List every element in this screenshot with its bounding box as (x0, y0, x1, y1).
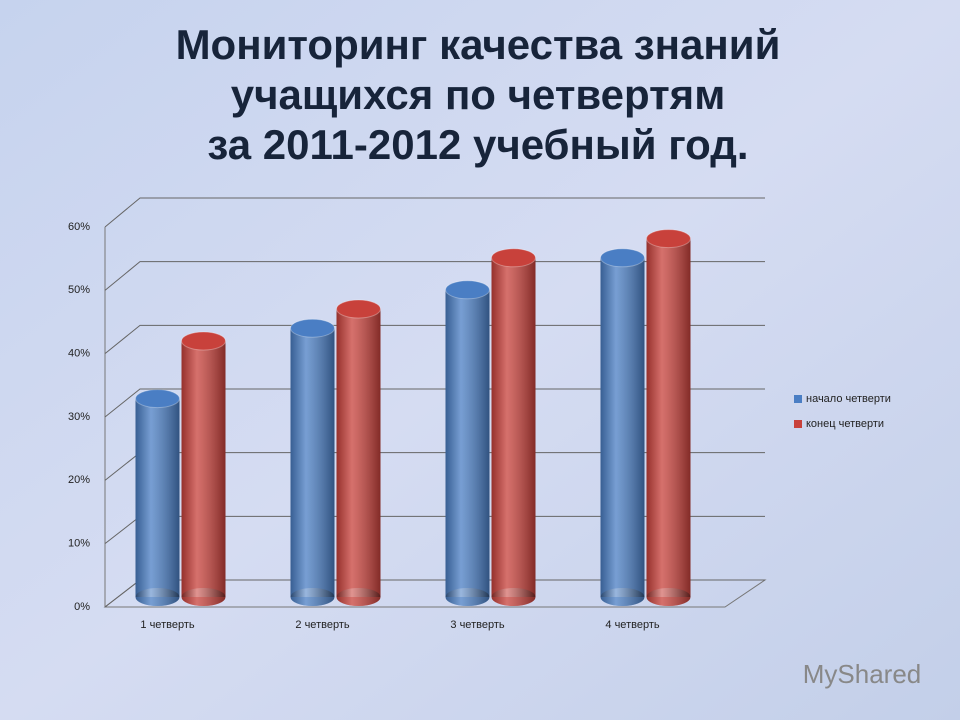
y-tick-label: 30% (68, 411, 90, 423)
bar-shade (600, 257, 645, 597)
bar-top (336, 299, 381, 319)
x-tick-label: 4 четверть (605, 619, 659, 631)
y-tick-label: 40% (68, 348, 90, 360)
bar-top (491, 248, 536, 268)
x-tick-label: 2 четверть (295, 619, 349, 631)
legend-swatch (794, 420, 802, 428)
bar-top (135, 389, 180, 409)
legend-label: начало четверти (806, 393, 891, 405)
bar-top (646, 229, 691, 249)
bar-shade (491, 257, 536, 597)
bar-top (600, 248, 645, 268)
bar-base-shade (646, 588, 691, 606)
y-tick-label: 20% (68, 474, 90, 486)
y-tick-label: 0% (74, 601, 90, 613)
y-tick-label: 50% (68, 284, 90, 296)
bar-top (290, 318, 335, 338)
bar-base-shade (135, 588, 180, 606)
x-tick-label: 1 четверть (140, 619, 194, 631)
grid-line (104, 261, 765, 291)
bar-base-shade (445, 588, 490, 606)
bar-shade (181, 341, 226, 597)
bar-base-shade (290, 588, 335, 606)
bar-base-shade (600, 588, 645, 606)
bar-top (181, 331, 226, 351)
x-tick-label: 3 четверть (450, 619, 504, 631)
bar-base-shade (181, 588, 226, 606)
chart-title: учащихся по четвертям (231, 71, 726, 118)
y-tick-label: 10% (68, 538, 90, 550)
grid-line (104, 388, 765, 418)
bar-shade (646, 238, 691, 597)
bar-base-shade (336, 588, 381, 606)
bar-top (445, 280, 490, 300)
bar-shade (290, 328, 335, 597)
grid-line (104, 197, 765, 228)
bar-shade (135, 398, 180, 597)
legend-swatch (794, 395, 802, 403)
watermark: MyShared (803, 659, 922, 689)
bar-base-shade (491, 588, 536, 606)
bar-shade (445, 289, 490, 597)
grid-line (104, 324, 765, 355)
chart-title: Мониторинг качества знаний (176, 21, 781, 68)
y-tick-label: 60% (68, 221, 90, 233)
legend-label: конец четверти (806, 418, 884, 430)
chart-title: за 2011-2012 учебный год. (207, 121, 748, 168)
bar-shade (336, 309, 381, 597)
